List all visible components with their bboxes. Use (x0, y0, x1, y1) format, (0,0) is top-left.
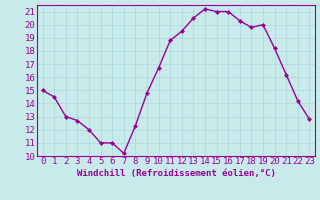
X-axis label: Windchill (Refroidissement éolien,°C): Windchill (Refroidissement éolien,°C) (76, 169, 276, 178)
